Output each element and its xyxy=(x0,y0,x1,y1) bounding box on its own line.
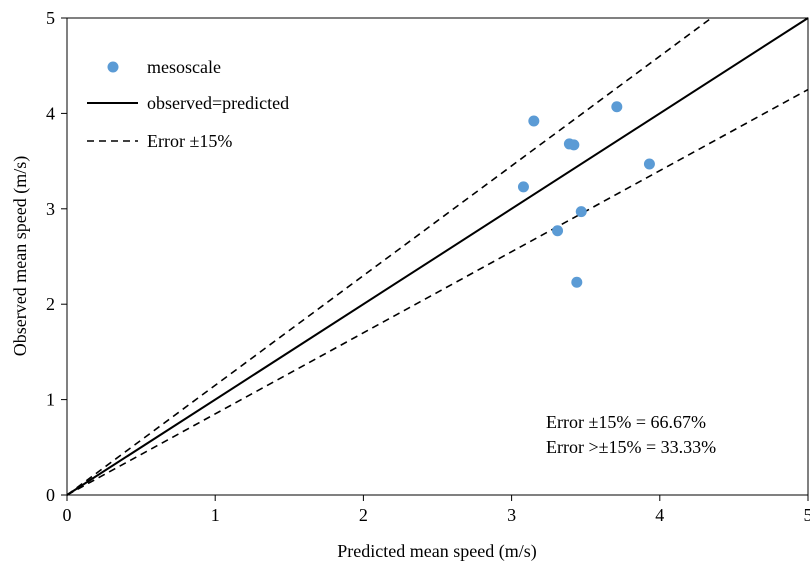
x-tick-label: 5 xyxy=(804,505,810,525)
line-error-lower-15 xyxy=(66,88,809,496)
line-observed-equals-predicted xyxy=(66,17,809,496)
x-tick-label: 1 xyxy=(211,505,220,525)
annotation-within-error: Error ±15% = 66.67% xyxy=(546,412,706,432)
y-axis-title: Observed mean speed (m/s) xyxy=(10,156,31,356)
data-point-mesoscale xyxy=(517,181,529,193)
data-point-mesoscale xyxy=(575,206,587,218)
data-point-mesoscale xyxy=(528,115,540,127)
y-tick-label: 2 xyxy=(46,294,55,314)
legend-label-error-band: Error ±15% xyxy=(147,131,232,151)
data-points xyxy=(517,101,655,288)
reference-lines xyxy=(66,17,809,496)
legend-label-mesoscale: mesoscale xyxy=(147,57,221,77)
line-error-upper-15 xyxy=(66,17,712,496)
x-axis-title: Predicted mean speed (m/s) xyxy=(337,541,536,562)
data-point-mesoscale xyxy=(568,139,580,151)
legend-label-observed-predicted: observed=predicted xyxy=(147,93,289,113)
data-point-mesoscale xyxy=(643,158,655,170)
legend-marker-mesoscale xyxy=(107,61,119,73)
annotation-outside-error: Error >±15% = 33.33% xyxy=(546,437,716,457)
legend: mesoscale observed=predicted Error ±15% xyxy=(87,57,289,151)
plot-area-frame xyxy=(66,17,809,496)
x-tick-label: 0 xyxy=(63,505,72,525)
y-tick-label: 1 xyxy=(46,390,55,410)
x-tick-label: 3 xyxy=(507,505,516,525)
y-tick-label: 3 xyxy=(46,199,55,219)
data-point-mesoscale xyxy=(571,276,583,288)
x-axis: 0 1 2 3 4 5 xyxy=(63,495,810,525)
y-axis: 0 1 2 3 4 5 xyxy=(46,8,67,505)
y-tick-label: 5 xyxy=(46,8,55,28)
data-point-mesoscale xyxy=(552,225,564,237)
y-tick-label: 0 xyxy=(46,485,55,505)
x-tick-label: 4 xyxy=(655,505,664,525)
annotations: Error ±15% = 66.67% Error >±15% = 33.33% xyxy=(546,412,716,457)
x-tick-label: 2 xyxy=(359,505,368,525)
y-tick-label: 4 xyxy=(46,103,55,123)
data-point-mesoscale xyxy=(611,101,623,113)
